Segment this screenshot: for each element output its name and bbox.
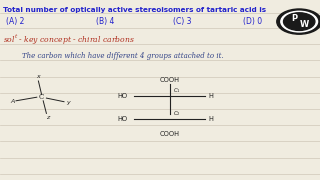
Text: (D) 0: (D) 0: [243, 17, 262, 26]
Text: y: y: [66, 100, 70, 105]
Text: H: H: [208, 93, 213, 99]
Text: Total number of optically active stereoisomers of tartaric acid is: Total number of optically active stereoi…: [3, 7, 266, 13]
Text: z: z: [46, 115, 49, 120]
Circle shape: [284, 13, 315, 30]
Text: x: x: [36, 74, 40, 79]
Text: COOH: COOH: [160, 76, 180, 82]
Text: $C_2$: $C_2$: [173, 109, 181, 118]
Text: The carbon which have different 4 groups attached to it.: The carbon which have different 4 groups…: [22, 52, 224, 60]
Text: A: A: [10, 99, 14, 104]
Text: C: C: [39, 93, 44, 101]
Text: (B) 4: (B) 4: [96, 17, 114, 26]
Text: (A) 2: (A) 2: [6, 17, 25, 26]
Text: P: P: [291, 14, 298, 23]
Text: W: W: [300, 20, 308, 29]
Circle shape: [281, 11, 317, 32]
Text: HO: HO: [118, 93, 128, 99]
Text: HO: HO: [118, 116, 128, 122]
Text: COOH: COOH: [160, 131, 180, 137]
Circle shape: [277, 9, 320, 34]
Text: (C) 3: (C) 3: [173, 17, 191, 26]
Text: sol$^t$ - key concept - chiral carbons: sol$^t$ - key concept - chiral carbons: [3, 32, 135, 47]
Text: $C_1$: $C_1$: [173, 87, 181, 95]
Text: H: H: [208, 116, 213, 122]
